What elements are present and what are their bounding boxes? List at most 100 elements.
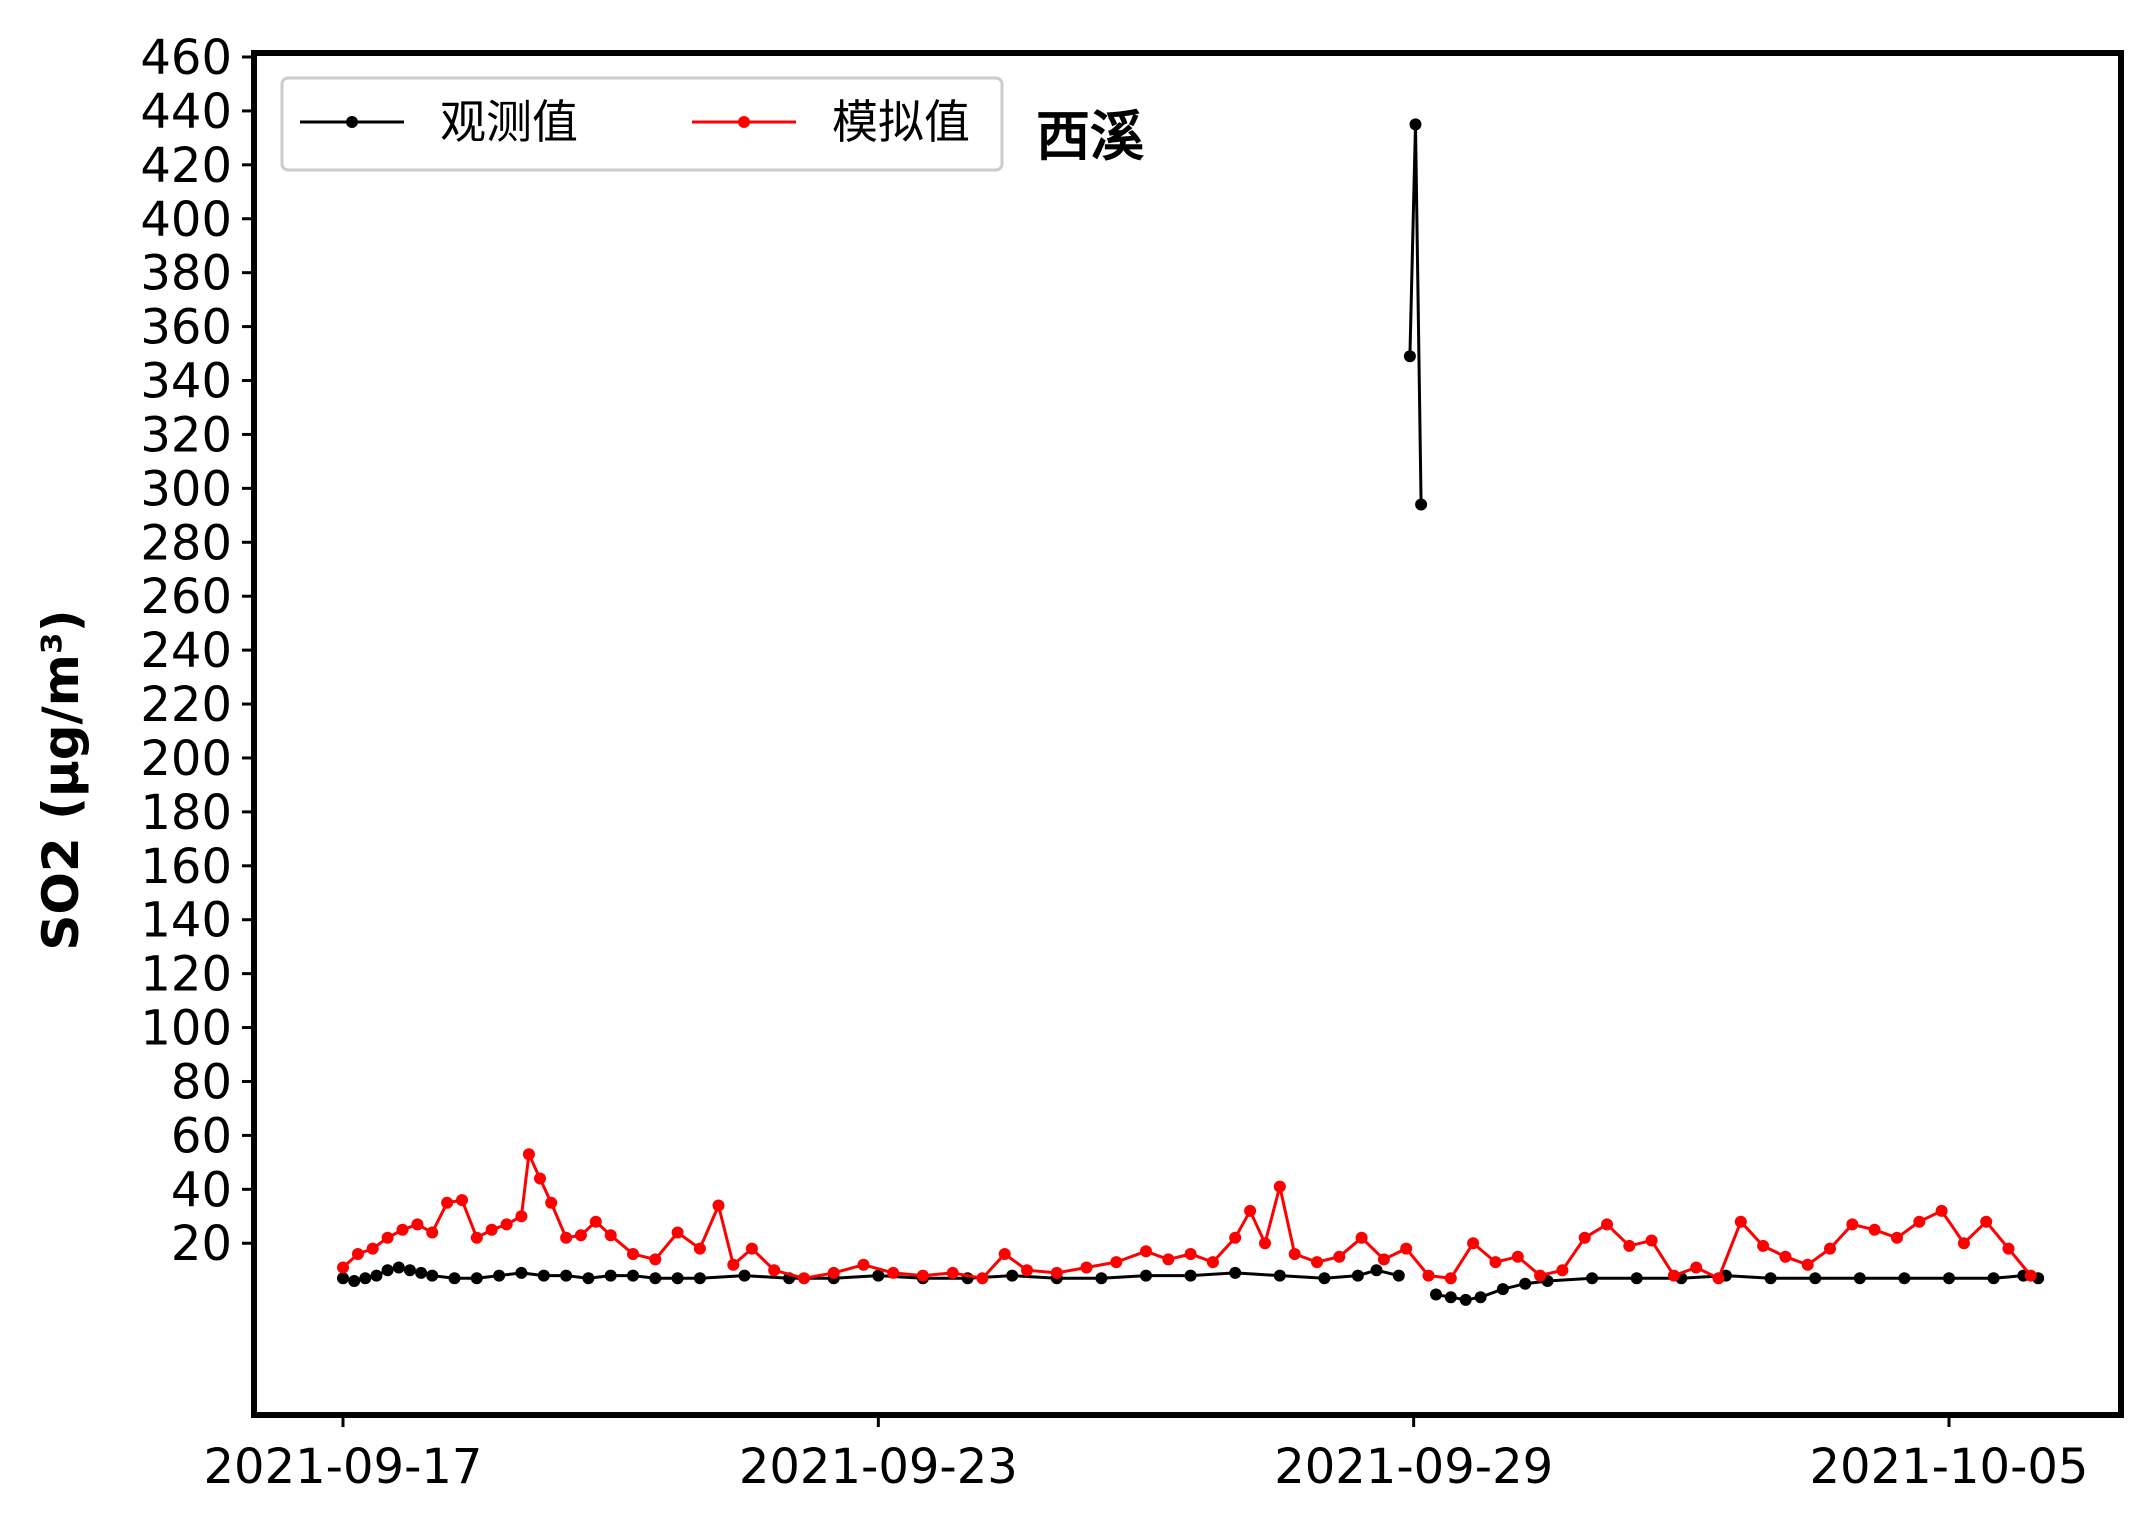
plot-frame [251,50,2124,1418]
data-point [1757,1239,1770,1252]
data-point [537,1269,550,1282]
series-line [341,1148,2032,1281]
data-point [426,1269,439,1282]
data-point [627,1248,639,1260]
data-point [1400,1242,1413,1255]
data-point [359,1272,372,1285]
data-point [1712,1272,1725,1285]
y-tick-label: 60 [171,1108,232,1164]
data-point [1318,1272,1331,1285]
data-point [738,1269,751,1282]
data-point [1422,1269,1435,1282]
y-tick-label: 420 [140,138,232,194]
data-point [2002,1242,2015,1255]
legend-label: 观测值 [440,95,578,149]
data-point [392,1261,405,1274]
data-point [857,1258,870,1271]
data-point [500,1218,513,1231]
data-point [1080,1261,1093,1274]
y-tick-label: 260 [140,569,232,625]
data-point [1162,1253,1175,1266]
data-point [448,1272,461,1285]
data-point [1409,118,1422,131]
legend-box [280,76,1004,172]
data-point [1288,1248,1301,1260]
data-point [1690,1261,1703,1274]
y-tick-label: 380 [140,246,232,302]
data-point [470,1231,483,1244]
data-point [1273,1180,1286,1193]
data-point [1474,1291,1487,1304]
y-tick-label: 40 [171,1162,232,1218]
data-point [1511,1250,1524,1263]
data-point [1050,1266,1063,1279]
data-point [560,1231,573,1244]
data-point [1853,1272,1866,1285]
data-point [1898,1272,1911,1285]
y-tick-label: 340 [140,354,232,410]
legend-label: 模拟值 [832,95,970,149]
data-point [515,1266,528,1279]
data-point [693,1272,706,1285]
data-point [1206,1256,1219,1269]
data-point [1980,1215,1993,1228]
data-point [1667,1269,1680,1282]
data-point [1095,1272,1108,1285]
y-axis: 2040608010012014016018020022024026028030… [140,30,254,1272]
data-point [1140,1269,1152,1282]
series-1 [337,118,2045,1306]
y-tick-label: 80 [171,1054,232,1110]
data-point [1273,1269,1286,1282]
data-point [627,1269,639,1282]
data-point [589,1215,602,1228]
data-point [1734,1215,1747,1228]
data-point [1891,1231,1903,1244]
y-tick-label: 180 [140,785,232,841]
data-point [1764,1272,1777,1285]
data-point [426,1226,439,1239]
data-point [1021,1264,1033,1277]
data-point [872,1269,885,1282]
data-point [1824,1242,1836,1255]
data-point [671,1272,684,1285]
data-point [493,1269,506,1282]
data-point [1006,1269,1019,1282]
data-point [1801,1258,1814,1271]
y-tick-label: 240 [140,623,232,679]
y-axis-label: SO2 (μg/m³) [32,609,90,950]
data-point [403,1264,416,1277]
data-point [441,1196,454,1209]
data-point [1110,1256,1123,1269]
x-tick-label: 2021-09-23 [739,1439,1018,1495]
y-axis-label-text: SO2 [32,837,90,950]
data-point [1630,1272,1643,1285]
y-tick-label: 360 [140,300,232,356]
x-axis: 2021-09-17 2021-09-23 2021-09-29 2021-10-05 [204,1415,2088,1495]
data-point [1586,1272,1599,1285]
data-point [649,1253,662,1266]
series-2 [337,1148,2037,1285]
data-point [976,1272,989,1285]
data-point [1311,1256,1323,1269]
data-point [415,1266,428,1279]
data-point [1184,1269,1197,1282]
data-point [604,1229,617,1242]
data-point [693,1242,706,1255]
data-point [1351,1269,1364,1282]
data-point [2024,1269,2037,1282]
data-point [798,1272,810,1285]
data-point [946,1266,959,1279]
data-point [470,1272,483,1285]
data-point [1370,1264,1383,1277]
data-point [411,1218,424,1231]
data-point [1392,1269,1405,1282]
data-point [712,1199,725,1212]
data-point [1355,1231,1368,1244]
legend-marker [738,116,750,128]
data-point [1519,1277,1532,1290]
legend-marker [346,116,358,128]
data-point [1415,498,1428,511]
data-point [1935,1204,1948,1217]
